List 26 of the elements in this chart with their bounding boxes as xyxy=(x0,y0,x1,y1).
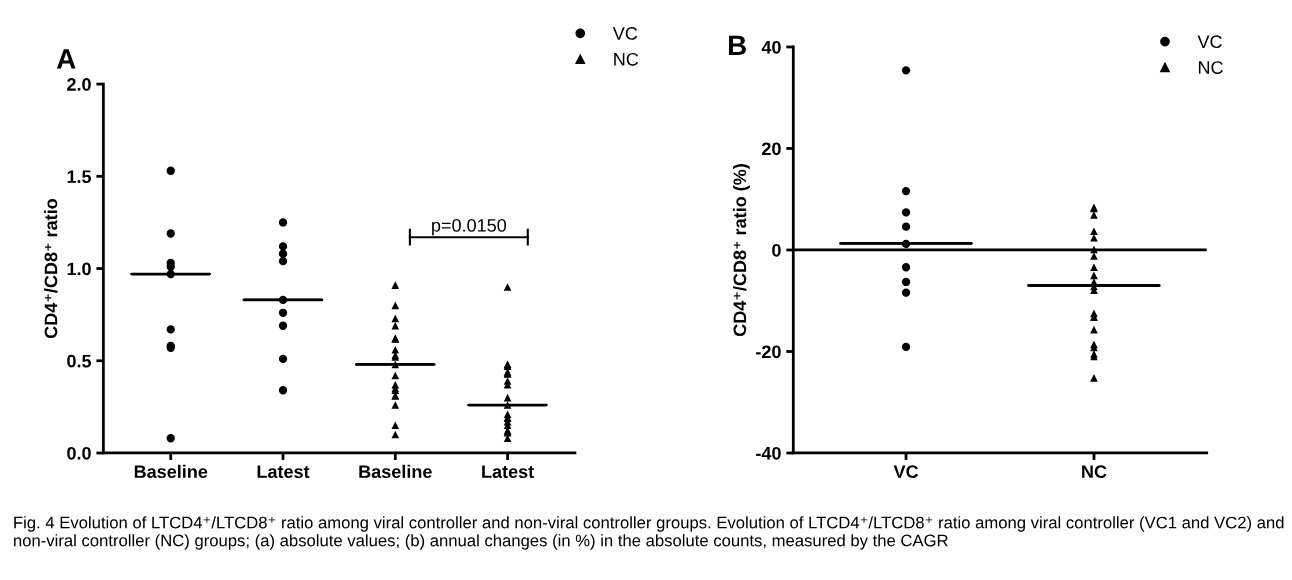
y-tick-label: 0.5 xyxy=(67,354,92,368)
y-tick-label: 0.0 xyxy=(67,446,91,460)
x-tick-label: Baseline xyxy=(359,464,432,479)
y-axis-title: CD4⁺/CD8⁺ ratio (%) xyxy=(733,164,750,337)
x-tick-label: Latest xyxy=(482,465,534,479)
legend-label: VC xyxy=(1197,35,1222,49)
legend-label: VC xyxy=(612,27,638,40)
chart-title: A xyxy=(56,49,76,69)
y-tick-label: -40 xyxy=(756,446,781,460)
x-tick-label: Baseline xyxy=(134,464,208,479)
x-tick-label: VC xyxy=(893,465,919,479)
y-axis-title: CD4⁺/CD8⁺ ratio xyxy=(44,199,58,339)
legend-label: NC xyxy=(614,52,639,66)
y-tick-label: 2.0 xyxy=(67,78,91,91)
chart-title: B xyxy=(729,35,746,55)
y-tick-label: 20 xyxy=(762,142,781,156)
x-tick-label: NC xyxy=(1082,465,1107,479)
y-tick-label: 0 xyxy=(772,243,781,257)
caption: Fig. 4 Evolution of LTCD4⁺/LTCD8⁺ ratio among viral controller and non-viral controller groups. Evolution of LTCD4⁺/LTCD8⁺ ratio among viral controller (VC1 and VC2) and non-viral controller (NC) groups; (a) absolute values; (b) annual changes (in %) in the absolute counts, measured by the CAGR xyxy=(14,516,1284,550)
legend-label: NC xyxy=(1198,61,1223,74)
annotation: p=0.0150 xyxy=(432,218,507,236)
y-tick-label: 1.5 xyxy=(67,170,92,184)
y-tick-label: -20 xyxy=(756,345,781,359)
x-tick-label: Latest xyxy=(257,465,310,479)
y-tick-label: 40 xyxy=(761,40,781,54)
y-tick-label: 1.0 xyxy=(67,262,91,276)
